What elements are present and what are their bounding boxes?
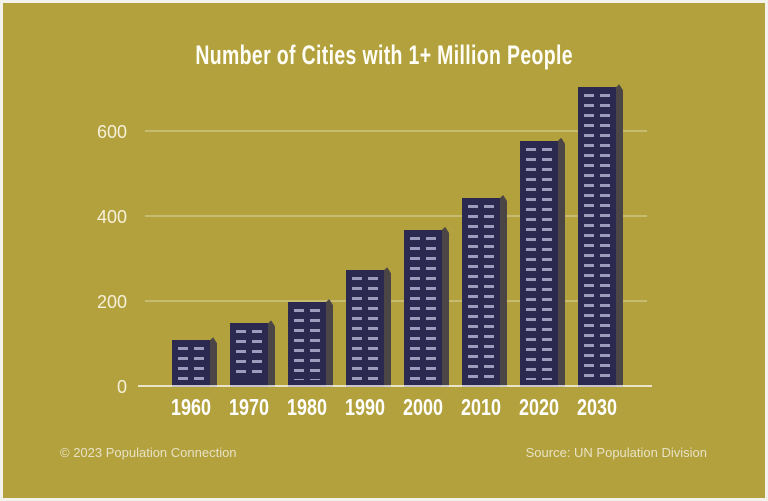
bar-1960 xyxy=(172,337,217,387)
building-side-shadow xyxy=(558,137,565,387)
bar-1980 xyxy=(288,299,333,387)
building-side-shadow xyxy=(268,320,275,387)
x-tick-label-1980: 1980 xyxy=(287,394,327,420)
x-tick-label-2000: 2000 xyxy=(403,394,443,420)
x-tick-label-2020: 2020 xyxy=(519,394,559,420)
x-tick-label-1990: 1990 xyxy=(345,394,385,420)
x-tick-label-2030: 2030 xyxy=(577,394,617,420)
chart-title-row: Number of Cities with 1+ Million People xyxy=(0,40,768,71)
building-face xyxy=(404,229,442,387)
plot-area xyxy=(145,77,647,387)
y-tick-label-600: 600 xyxy=(96,122,127,143)
bar-1970 xyxy=(230,320,275,387)
building-face xyxy=(230,323,268,387)
bar-1990 xyxy=(346,267,391,387)
bar-2010 xyxy=(462,195,507,387)
building-side-shadow xyxy=(210,337,217,387)
source-text: Source: UN Population Division xyxy=(525,445,707,460)
building-side-shadow xyxy=(326,299,333,387)
building-side-shadow xyxy=(500,195,507,387)
gridline-600 xyxy=(145,130,647,133)
x-axis-line xyxy=(138,385,652,387)
x-tick-label-1960: 1960 xyxy=(171,394,211,420)
y-tick-label-200: 200 xyxy=(96,292,127,313)
building-face xyxy=(520,140,558,387)
building-face xyxy=(462,198,500,387)
y-tick-label-400: 400 xyxy=(96,207,127,228)
x-tick-label-2010: 2010 xyxy=(461,394,501,420)
gridline-400 xyxy=(145,215,647,218)
gridline-200 xyxy=(145,300,647,303)
bar-2020 xyxy=(520,137,565,387)
copyright-text: © 2023 Population Connection xyxy=(60,445,237,460)
building-face xyxy=(578,87,616,387)
y-tick-label-0: 0 xyxy=(116,377,127,397)
x-tick-label-1970: 1970 xyxy=(229,394,269,420)
bar-2000 xyxy=(404,226,449,387)
building-side-shadow xyxy=(442,226,449,387)
building-face xyxy=(172,340,210,387)
bar-2030 xyxy=(578,84,623,387)
chart-title: Number of Cities with 1+ Million People xyxy=(195,40,573,70)
building-side-shadow xyxy=(384,267,391,387)
building-side-shadow xyxy=(616,84,623,387)
building-face xyxy=(288,302,326,387)
building-face xyxy=(346,270,384,387)
